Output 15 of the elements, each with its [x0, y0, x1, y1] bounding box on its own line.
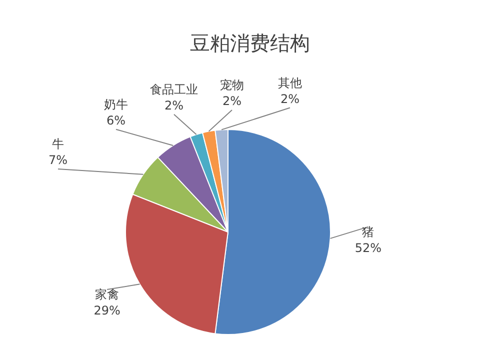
slice-label: 食品工业: [150, 82, 198, 96]
data-label: 29%: [94, 304, 120, 318]
slice-label: 奶牛: [104, 97, 128, 112]
data-label: 7%: [48, 153, 68, 168]
slice-label: 猪: [362, 224, 374, 239]
slice-label: 牛: [52, 137, 64, 152]
data-label: 2%: [280, 92, 300, 106]
slice-label: 宠物: [220, 78, 244, 92]
slice-label: 其他: [278, 76, 302, 90]
slice-label: 家禽: [95, 288, 120, 302]
data-label: 2%: [164, 98, 184, 112]
chart-title: 豆粕消费结构: [190, 31, 310, 56]
data-label: 2%: [222, 94, 242, 108]
data-label: 52%: [354, 240, 382, 255]
data-label: 6%: [106, 113, 126, 128]
